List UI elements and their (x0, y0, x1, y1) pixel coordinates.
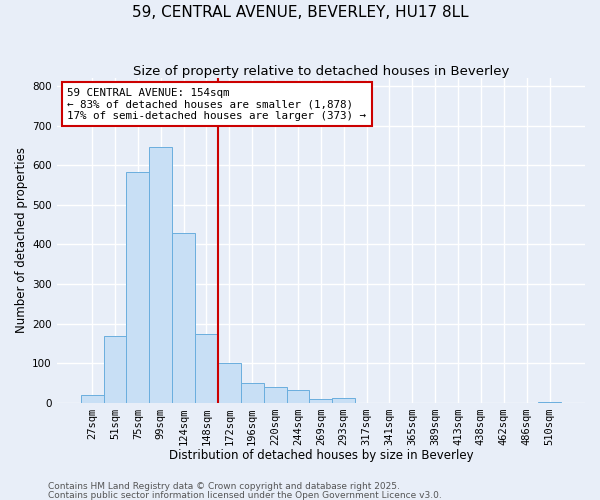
Bar (104, 336, 127, 403)
Bar (172, 232, 195, 403)
Text: Contains HM Land Registry data © Crown copyright and database right 2025.: Contains HM Land Registry data © Crown c… (48, 482, 400, 491)
Text: 59, CENTRAL AVENUE, BEVERLEY, HU17 8LL: 59, CENTRAL AVENUE, BEVERLEY, HU17 8LL (131, 5, 469, 20)
X-axis label: Distribution of detached houses by size in Beverley: Distribution of detached houses by size … (169, 450, 473, 462)
Bar (287, 390, 310, 403)
Bar (310, 399, 332, 403)
Text: Contains public sector information licensed under the Open Government Licence v3: Contains public sector information licen… (48, 490, 442, 500)
Bar (332, 398, 355, 403)
Bar (538, 402, 561, 403)
Title: Size of property relative to detached houses in Beverley: Size of property relative to detached ho… (133, 65, 509, 78)
Bar (127, 172, 149, 403)
Bar (149, 148, 172, 403)
Bar (263, 387, 287, 403)
Bar (195, 334, 218, 403)
Text: 59 CENTRAL AVENUE: 154sqm
← 83% of detached houses are smaller (1,878)
17% of se: 59 CENTRAL AVENUE: 154sqm ← 83% of detac… (67, 88, 366, 121)
Bar (80, 395, 104, 403)
Y-axis label: Number of detached properties: Number of detached properties (15, 148, 28, 334)
Bar (241, 383, 263, 403)
Bar (218, 362, 241, 403)
